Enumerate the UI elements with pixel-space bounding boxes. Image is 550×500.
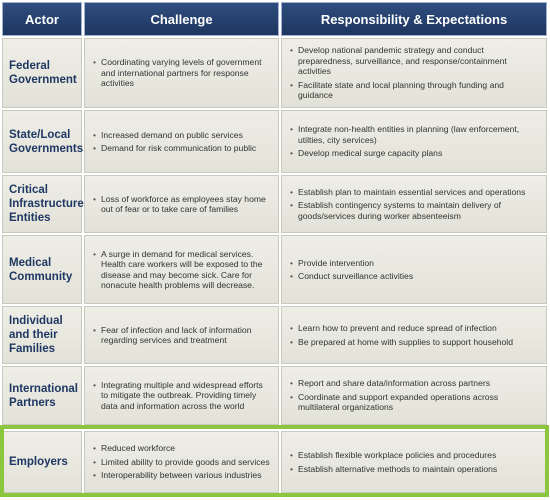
responsibility-item: Integrate non-health entities in plannin…	[290, 124, 540, 145]
actor-label: Individual and their Families	[9, 315, 63, 355]
challenge-item: Increased demand on public services	[93, 130, 272, 141]
responsibility-item: Establish flexible workplace policies an…	[290, 450, 540, 461]
challenge-item: Demand for risk communication to public	[93, 143, 272, 154]
responsibility-item: Develop national pandemic strategy and c…	[290, 45, 540, 77]
actor-cell: Individual and their Families	[2, 306, 82, 364]
table-row: State/Local Governments Increased demand…	[2, 110, 547, 173]
challenge-item: Coordinating varying levels of governmen…	[93, 57, 272, 89]
header-challenge: Challenge	[84, 2, 279, 36]
challenge-item: Reduced workforce	[93, 443, 272, 454]
responsibility-item: Establish contingency systems to maintai…	[290, 200, 540, 221]
responsibility-table: Actor Challenge Responsibility & Expecta…	[2, 2, 547, 496]
actor-label: Federal Government	[9, 60, 77, 86]
actor-cell: Medical Community	[2, 235, 82, 304]
actor-cell: Critical Infrastructure Entities	[2, 175, 84, 233]
challenge-cell: Reduced workforce Limited ability to pro…	[84, 431, 279, 493]
challenge-cell: Loss of workforce as employees stay home…	[84, 175, 279, 233]
responsibility-cell: Establish plan to maintain essential ser…	[281, 175, 547, 233]
responsibility-item: Report and share data/information across…	[290, 378, 540, 389]
responsibility-cell: Report and share data/information across…	[281, 366, 547, 425]
header-actor: Actor	[2, 2, 82, 36]
responsibility-item: Coordinate and support expanded operatio…	[290, 392, 540, 413]
actor-cell: Federal Government	[2, 38, 82, 108]
actor-label: Medical Community	[9, 256, 73, 283]
table-row: International Partners Integrating multi…	[2, 366, 547, 425]
table-row: Medical Community A surge in demand for …	[2, 235, 547, 304]
actor-label: Critical Infrastructure Entities	[9, 184, 84, 224]
challenge-cell: Fear of infection and lack of informatio…	[84, 306, 279, 364]
responsibility-cell: Establish flexible workplace policies an…	[281, 431, 547, 493]
responsibility-cell: Provide intervention Conduct surveillanc…	[281, 235, 547, 304]
responsibility-cell: Integrate non-health entities in plannin…	[281, 110, 547, 173]
table-row: Employers Reduced workforce Limited abil…	[2, 431, 547, 493]
actor-label: International Partners	[9, 382, 79, 409]
actor-cell: Employers	[2, 431, 82, 493]
responsibility-cell: Develop national pandemic strategy and c…	[281, 38, 547, 108]
challenge-cell: Integrating multiple and widespread effo…	[84, 366, 279, 425]
challenge-cell: Increased demand on public services Dema…	[84, 110, 279, 173]
challenge-item: A surge in demand for medical services. …	[93, 249, 272, 291]
header-responsibility: Responsibility & Expectations	[281, 2, 547, 36]
actor-cell: International Partners	[2, 366, 82, 425]
table-row: Individual and their Families Fear of in…	[2, 306, 547, 364]
responsibility-cell: Learn how to prevent and reduce spread o…	[281, 306, 547, 364]
actor-label: State/Local Governments	[9, 128, 84, 155]
responsibility-item: Establish alternative methods to maintai…	[290, 464, 540, 475]
challenge-item: Loss of workforce as employees stay home…	[93, 194, 272, 215]
challenge-cell: Coordinating varying levels of governmen…	[84, 38, 279, 108]
challenge-item: Interoperability between various industr…	[93, 470, 272, 481]
responsibility-item: Conduct surveillance activities	[290, 271, 540, 282]
challenge-item: Fear of infection and lack of informatio…	[93, 325, 272, 346]
responsibility-item: Establish plan to maintain essential ser…	[290, 187, 540, 198]
challenge-item: Limited ability to provide goods and ser…	[93, 457, 272, 468]
actor-cell: State/Local Governments	[2, 110, 84, 173]
responsibility-item: Be prepared at home with supplies to sup…	[290, 337, 540, 348]
actor-label: Employers	[9, 456, 68, 468]
table-row: Federal Government Coordinating varying …	[2, 38, 547, 108]
responsibility-item: Learn how to prevent and reduce spread o…	[290, 323, 540, 334]
challenge-item: Integrating multiple and widespread effo…	[93, 380, 272, 412]
header-row: Actor Challenge Responsibility & Expecta…	[2, 2, 547, 36]
responsibility-item: Facilitate state and local planning thro…	[290, 80, 540, 101]
challenge-cell: A surge in demand for medical services. …	[84, 235, 279, 304]
responsibility-item: Develop medical surge capacity plans	[290, 148, 540, 159]
table-row: Critical Infrastructure Entities Loss of…	[2, 175, 547, 233]
responsibility-item: Provide intervention	[290, 258, 540, 269]
